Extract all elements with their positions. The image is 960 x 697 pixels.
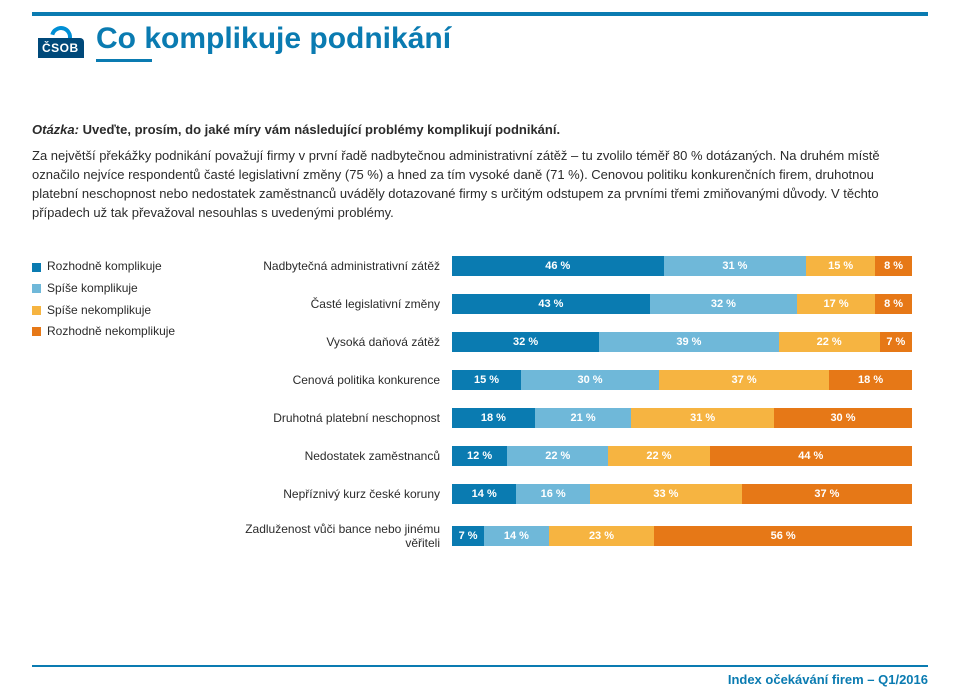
chart-row-label: Vysoká daňová zátěž <box>222 335 452 349</box>
chart-row-label: Nepříznivý kurz české koruny <box>222 487 452 501</box>
chart-bar: 12 %22 %22 %44 % <box>452 446 912 466</box>
chart-row: Nadbytečná administrativní zátěž46 %31 %… <box>222 256 928 276</box>
question: Otázka: Uveďte, prosím, do jaké míry vám… <box>32 122 928 137</box>
page-title: Co komplikuje podnikání <box>96 22 451 55</box>
legend-swatch <box>32 284 41 293</box>
footer: Index očekávání firem – Q1/2016 <box>728 672 928 687</box>
footer-rule <box>32 665 928 667</box>
chart-row: Nedostatek zaměstnanců12 %22 %22 %44 % <box>222 446 928 466</box>
legend-swatch <box>32 306 41 315</box>
chart-row: Cenová politika konkurence15 %30 %37 %18… <box>222 370 928 390</box>
chart-row: Druhotná platební neschopnost18 %21 %31 … <box>222 408 928 428</box>
csob-logo: ČSOB <box>32 24 90 62</box>
chart-row-label: Časté legislativní změny <box>222 297 452 311</box>
stacked-bar-chart: Nadbytečná administrativní zátěž46 %31 %… <box>222 256 928 568</box>
chart-segment: 43 % <box>452 294 650 314</box>
legend-swatch <box>32 327 41 336</box>
chart-bar: 46 %31 %15 %8 % <box>452 256 912 276</box>
legend-label: Rozhodně komplikuje <box>47 256 162 278</box>
title-underline <box>96 59 152 62</box>
legend-item: Spíše nekomplikuje <box>32 300 202 322</box>
legend-label: Spíše nekomplikuje <box>47 300 151 322</box>
chart-segment: 22 % <box>779 332 880 352</box>
chart-segment: 18 % <box>452 408 535 428</box>
chart-segment: 18 % <box>829 370 912 390</box>
chart-bar: 43 %32 %17 %8 % <box>452 294 912 314</box>
chart-segment: 37 % <box>659 370 829 390</box>
chart-segment: 14 % <box>484 526 548 546</box>
chart-row-label: Nadbytečná administrativní zátěž <box>222 259 452 273</box>
chart-segment: 21 % <box>535 408 632 428</box>
logo-text: ČSOB <box>42 41 79 55</box>
chart-segment: 33 % <box>590 484 742 504</box>
legend-label: Spíše komplikuje <box>47 278 138 300</box>
chart-segment: 8 % <box>875 256 912 276</box>
chart-segment: 12 % <box>452 446 507 466</box>
legend-item: Spíše komplikuje <box>32 278 202 300</box>
body-text: Za největší překážky podnikání považují … <box>32 147 912 222</box>
chart-segment: 17 % <box>797 294 875 314</box>
chart-row-label: Cenová politika konkurence <box>222 373 452 387</box>
chart-row-label: Zadluženost vůči bance nebo jinému věřit… <box>222 522 452 550</box>
header-rule <box>32 12 928 16</box>
chart-segment: 32 % <box>452 332 599 352</box>
chart-row-label: Nedostatek zaměstnanců <box>222 449 452 463</box>
chart-segment: 32 % <box>650 294 797 314</box>
chart-row-label: Druhotná platební neschopnost <box>222 411 452 425</box>
chart-segment: 15 % <box>806 256 875 276</box>
chart-segment: 37 % <box>742 484 912 504</box>
chart-segment: 44 % <box>710 446 912 466</box>
chart-row: Vysoká daňová zátěž32 %39 %22 %7 % <box>222 332 928 352</box>
chart-segment: 22 % <box>608 446 709 466</box>
header: ČSOB Co komplikuje podnikání <box>32 22 928 62</box>
chart-row: Zadluženost vůči bance nebo jinému věřit… <box>222 522 928 550</box>
chart-segment: 31 % <box>664 256 807 276</box>
page: ČSOB Co komplikuje podnikání Otázka: Uve… <box>0 0 960 697</box>
chart-row: Časté legislativní změny43 %32 %17 %8 % <box>222 294 928 314</box>
chart-segment: 30 % <box>521 370 659 390</box>
chart-segment: 15 % <box>452 370 521 390</box>
chart-segment: 31 % <box>631 408 774 428</box>
lower-section: Rozhodně komplikujeSpíše komplikujeSpíše… <box>32 256 928 568</box>
question-label: Otázka: <box>32 122 79 137</box>
chart-bar: 14 %16 %33 %37 % <box>452 484 912 504</box>
legend-item: Rozhodně komplikuje <box>32 256 202 278</box>
chart-segment: 23 % <box>549 526 655 546</box>
chart-segment: 16 % <box>516 484 590 504</box>
chart-row: Nepříznivý kurz české koruny14 %16 %33 %… <box>222 484 928 504</box>
chart-bar: 7 %14 %23 %56 % <box>452 526 912 546</box>
chart-segment: 7 % <box>880 332 912 352</box>
chart-segment: 56 % <box>654 526 912 546</box>
chart-segment: 39 % <box>599 332 778 352</box>
chart-segment: 14 % <box>452 484 516 504</box>
chart-segment: 22 % <box>507 446 608 466</box>
chart-bar: 15 %30 %37 %18 % <box>452 370 912 390</box>
chart-segment: 46 % <box>452 256 664 276</box>
chart-segment: 7 % <box>452 526 484 546</box>
legend: Rozhodně komplikujeSpíše komplikujeSpíše… <box>32 256 202 568</box>
legend-item: Rozhodně nekomplikuje <box>32 321 202 343</box>
question-text: Uveďte, prosím, do jaké míry vám následu… <box>83 122 560 137</box>
chart-segment: 30 % <box>774 408 912 428</box>
legend-swatch <box>32 263 41 272</box>
chart-bar: 32 %39 %22 %7 % <box>452 332 912 352</box>
chart-bar: 18 %21 %31 %30 % <box>452 408 912 428</box>
legend-label: Rozhodně nekomplikuje <box>47 321 175 343</box>
chart-segment: 8 % <box>875 294 912 314</box>
